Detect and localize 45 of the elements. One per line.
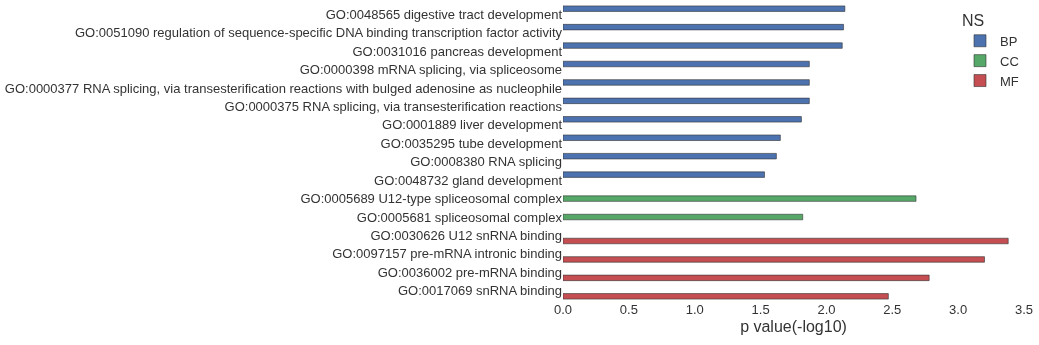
bar [563,134,781,141]
bar [563,171,765,178]
bar [563,116,802,123]
y-tick-label: GO:0000375 RNA splicing, via transesterification reactions [224,98,563,114]
bar [563,79,810,86]
y-tick-label: GO:0017069 snRNA binding [397,283,562,299]
bar [563,195,917,202]
y-tick-label: GO:0001889 liver development [382,117,563,133]
bar [563,5,846,12]
bar [563,237,1009,245]
bar [563,293,889,300]
bar [563,274,930,281]
x-tick-label: 1.5 [751,302,770,317]
bar [563,24,844,31]
y-tick-label: GO:0000398 mRNA splicing, via spliceosome [299,62,562,78]
x-tick-label: 3.0 [949,302,968,317]
y-tick-label: GO:0048565 digestive tract development [325,6,563,22]
x-tick-label: 1.0 [685,302,704,317]
legend-label: CC [1000,53,1019,69]
x-tick-label: 3.5 [1014,302,1034,317]
y-tick-label: GO:0036002 pre-mRNA binding [377,264,562,280]
x-tick-label: 0.5 [619,302,638,317]
y-tick-label: GO:0030626 U12 snRNA binding [370,228,562,244]
x-axis-title: p value(-log10) [740,317,847,335]
x-tick-label: 0.0 [553,302,573,317]
x-tick-label: 2.5 [883,302,902,317]
y-tick-label: GO:0031016 pancreas development [352,43,563,59]
legend-label: BP [1000,33,1018,49]
bar [563,153,777,160]
x-tick-label: 2.0 [817,302,836,317]
legend-title: NS [962,11,985,29]
y-tick-label: GO:0008380 RNA splicing [410,154,562,170]
bar [563,60,810,68]
legend-label: MF [1000,73,1019,89]
y-tick-label: GO:0005689 U12-type spliceosomal complex [300,191,563,207]
bar [563,256,985,263]
y-tick-label: GO:0005681 spliceosomal complex [356,209,563,225]
y-tick-label: GO:0000377 RNA splicing, via transesterification reactions with bulged adenosine as nucleophile [4,80,562,96]
bar [563,97,810,104]
y-tick-label: GO:0035295 tube development [380,135,563,151]
bar [563,42,843,49]
y-tick-label: GO:0048732 gland development [374,172,563,188]
bar [563,213,804,221]
y-tick-label: GO:0097157 pre-mRNA intronic binding [332,246,562,262]
y-tick-label: GO:0051090 regulation of sequence-specific DNA binding transcription factor activity [74,25,563,41]
